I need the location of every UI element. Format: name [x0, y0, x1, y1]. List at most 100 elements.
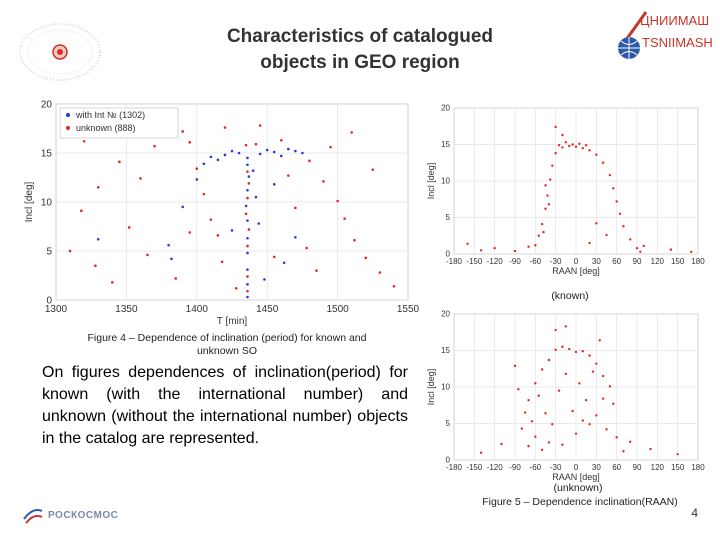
data-point [209, 155, 213, 159]
page-number: 4 [691, 506, 698, 520]
data-point [605, 428, 608, 431]
y-tick-label: 15 [441, 346, 450, 355]
data-point [669, 248, 673, 251]
data-point [547, 203, 551, 206]
y-tick-label: 15 [41, 148, 53, 159]
data-point [564, 372, 568, 376]
data-point [96, 186, 100, 189]
data-point [294, 235, 297, 239]
data-point [530, 420, 534, 423]
data-point [500, 442, 503, 446]
data-point [574, 145, 578, 148]
data-point [246, 236, 249, 240]
data-point [493, 246, 496, 250]
chart-known-incl-vs-raan: -180 -150 -120 -90 -60 -30 0 30 60 90 120 150 180 0 5 1… [426, 104, 705, 276]
x-tick-label: -60 [530, 257, 542, 266]
data-point [170, 257, 173, 261]
data-point [251, 169, 255, 172]
data-point [181, 205, 185, 209]
data-point [301, 151, 304, 155]
data-point [96, 237, 100, 241]
y-tick-label: 0 [446, 456, 451, 465]
data-point [629, 238, 632, 241]
data-point [247, 228, 251, 231]
data-point [595, 222, 598, 225]
x-tick-label: -180 [446, 257, 463, 266]
data-point [246, 170, 249, 173]
data-point [561, 345, 564, 349]
x-tick-label: -150 [466, 463, 483, 472]
x-axis-label: RAAN [deg] [552, 472, 600, 482]
data-point [246, 219, 249, 222]
data-point [534, 244, 537, 247]
roscosmos-logo-text: РОСКОСМОС [48, 510, 119, 521]
data-point [209, 218, 213, 221]
data-point [537, 234, 540, 237]
data-point [305, 246, 308, 250]
data-point [139, 177, 142, 180]
data-point [618, 212, 622, 216]
data-point [246, 283, 249, 286]
data-point [527, 398, 530, 402]
data-point [584, 398, 588, 402]
data-point [554, 328, 557, 332]
data-point [111, 281, 114, 284]
data-point [315, 269, 318, 272]
data-point [223, 126, 227, 129]
x-tick-label: 0 [574, 463, 579, 472]
x-tick-label: 1500 [326, 304, 349, 315]
x-axis-label: T [min] [217, 316, 248, 327]
data-point [635, 246, 639, 250]
data-point [237, 151, 241, 155]
figure5-caption: Figure 5 – Dependence inclination(RAAN) [482, 496, 678, 508]
data-point [118, 160, 121, 164]
logo-text-en: TSNIIMASH [642, 35, 713, 50]
legend-entry: unknown (888) [76, 123, 136, 133]
data-point [82, 139, 86, 143]
data-point [595, 153, 598, 156]
data-point [246, 163, 249, 167]
data-point [588, 423, 591, 426]
y-tick-label: 0 [46, 295, 52, 306]
data-point [544, 207, 547, 210]
data-point [527, 444, 530, 448]
data-point [578, 142, 581, 145]
x-tick-label: -60 [530, 463, 542, 472]
data-point [479, 249, 483, 252]
data-point [378, 271, 382, 274]
legend-entry: with Int № (1302) [75, 110, 145, 120]
data-point [272, 255, 276, 259]
x-tick-label: 30 [592, 257, 601, 266]
x-tick-label: 180 [691, 257, 705, 266]
title-line-2: objects in GEO region [260, 52, 460, 73]
data-point [466, 242, 469, 245]
data-point [80, 209, 83, 213]
data-point [612, 402, 615, 405]
legend-box [59, 107, 179, 139]
data-point [598, 339, 601, 342]
data-point [601, 374, 605, 378]
data-point [605, 233, 608, 237]
y-tick-label: 20 [441, 104, 450, 113]
x-tick-label: -30 [550, 463, 562, 472]
data-point [246, 275, 249, 278]
data-point [542, 230, 545, 234]
data-point [544, 184, 547, 187]
y-tick-label: 5 [446, 213, 451, 222]
data-point [308, 159, 311, 163]
x-tick-label: 1300 [45, 304, 68, 315]
data-point [584, 144, 588, 147]
data-point [371, 168, 375, 171]
data-point [615, 200, 618, 203]
data-point [392, 284, 396, 288]
data-point [188, 140, 192, 144]
data-point [527, 245, 530, 248]
y-tick-label: 5 [446, 419, 451, 428]
data-point [513, 364, 517, 368]
data-point [322, 180, 325, 183]
data-point [174, 277, 177, 280]
data-point [350, 131, 353, 134]
data-point [547, 358, 551, 362]
x-tick-label: 1350 [115, 304, 138, 315]
tsniimash-logo-icon [612, 10, 650, 62]
